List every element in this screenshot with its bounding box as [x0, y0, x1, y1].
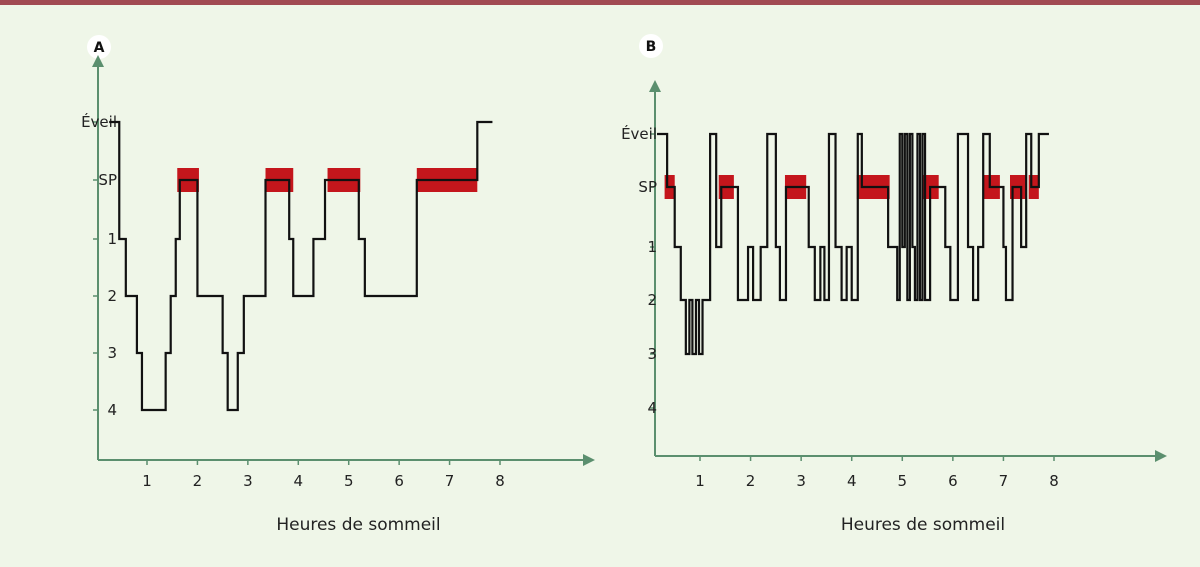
panel-a-x-tick-label: 8 [495, 472, 505, 490]
panel-a-y-arrow [92, 55, 104, 67]
panel-b-x-tick-label: 3 [796, 472, 806, 490]
panel-b-x-tick-label: 2 [746, 472, 756, 490]
panel-b-x-tick-label: 4 [847, 472, 857, 490]
panel-b-x-arrow [1155, 450, 1167, 462]
panel-a-x-axis-title: Heures de sommeil [276, 515, 440, 535]
panel-a-x-tick-label: 2 [193, 472, 203, 490]
panel-b-x-axis-title: Heures de sommeil [841, 515, 1005, 535]
panel-b-x-tick-label: 5 [898, 472, 908, 490]
panel-b-x-tick-label: 1 [695, 472, 705, 490]
panel-b-label: B [646, 39, 657, 55]
panel-b-y-tick-label: 2 [647, 291, 657, 309]
panel-b-badge [639, 34, 663, 58]
panel-a-y-tick-label: 3 [107, 344, 117, 362]
panel-b-x-tick-label: 6 [948, 472, 958, 490]
panel-a-badge [87, 35, 111, 59]
panel-a-hypnogram-line [109, 120, 493, 412]
panel-b-y-tick-label: 4 [647, 399, 657, 417]
panel-a-x-tick-label: 5 [344, 472, 354, 490]
panel-a-x-tick-label: 1 [142, 472, 152, 490]
panel-b-y-tick-label: 1 [647, 238, 657, 256]
panel-a-y-tick-label: Éveil [81, 112, 117, 131]
panel-b-y-tick-label: SP [638, 178, 657, 196]
panel-a-y-tick-label: 4 [107, 401, 117, 419]
panel-a-y-tick-label: 2 [107, 287, 117, 305]
panel-b-y-tick-label: 3 [647, 345, 657, 363]
panel-b-x-tick-label: 7 [999, 472, 1009, 490]
panel-a-label: A [94, 40, 105, 56]
panel-a-x-tick-label: 6 [394, 472, 404, 490]
panel-a-x-arrow [583, 454, 595, 466]
panel-a-y-tick-label: SP [98, 171, 117, 189]
panel-b-y-tick-label: Éveil [621, 124, 657, 143]
panel-b-hypnogram-line [657, 132, 1049, 356]
panel-a-x-tick-label: 4 [294, 472, 304, 490]
panel-b-x-tick-label: 8 [1049, 472, 1059, 490]
panel-a-x-tick-label: 7 [445, 472, 455, 490]
panel-a-x-tick-label: 3 [243, 472, 253, 490]
panel-a-y-tick-label: 1 [107, 230, 117, 248]
top-rule [0, 0, 1200, 5]
panel-b-y-arrow [649, 80, 661, 92]
